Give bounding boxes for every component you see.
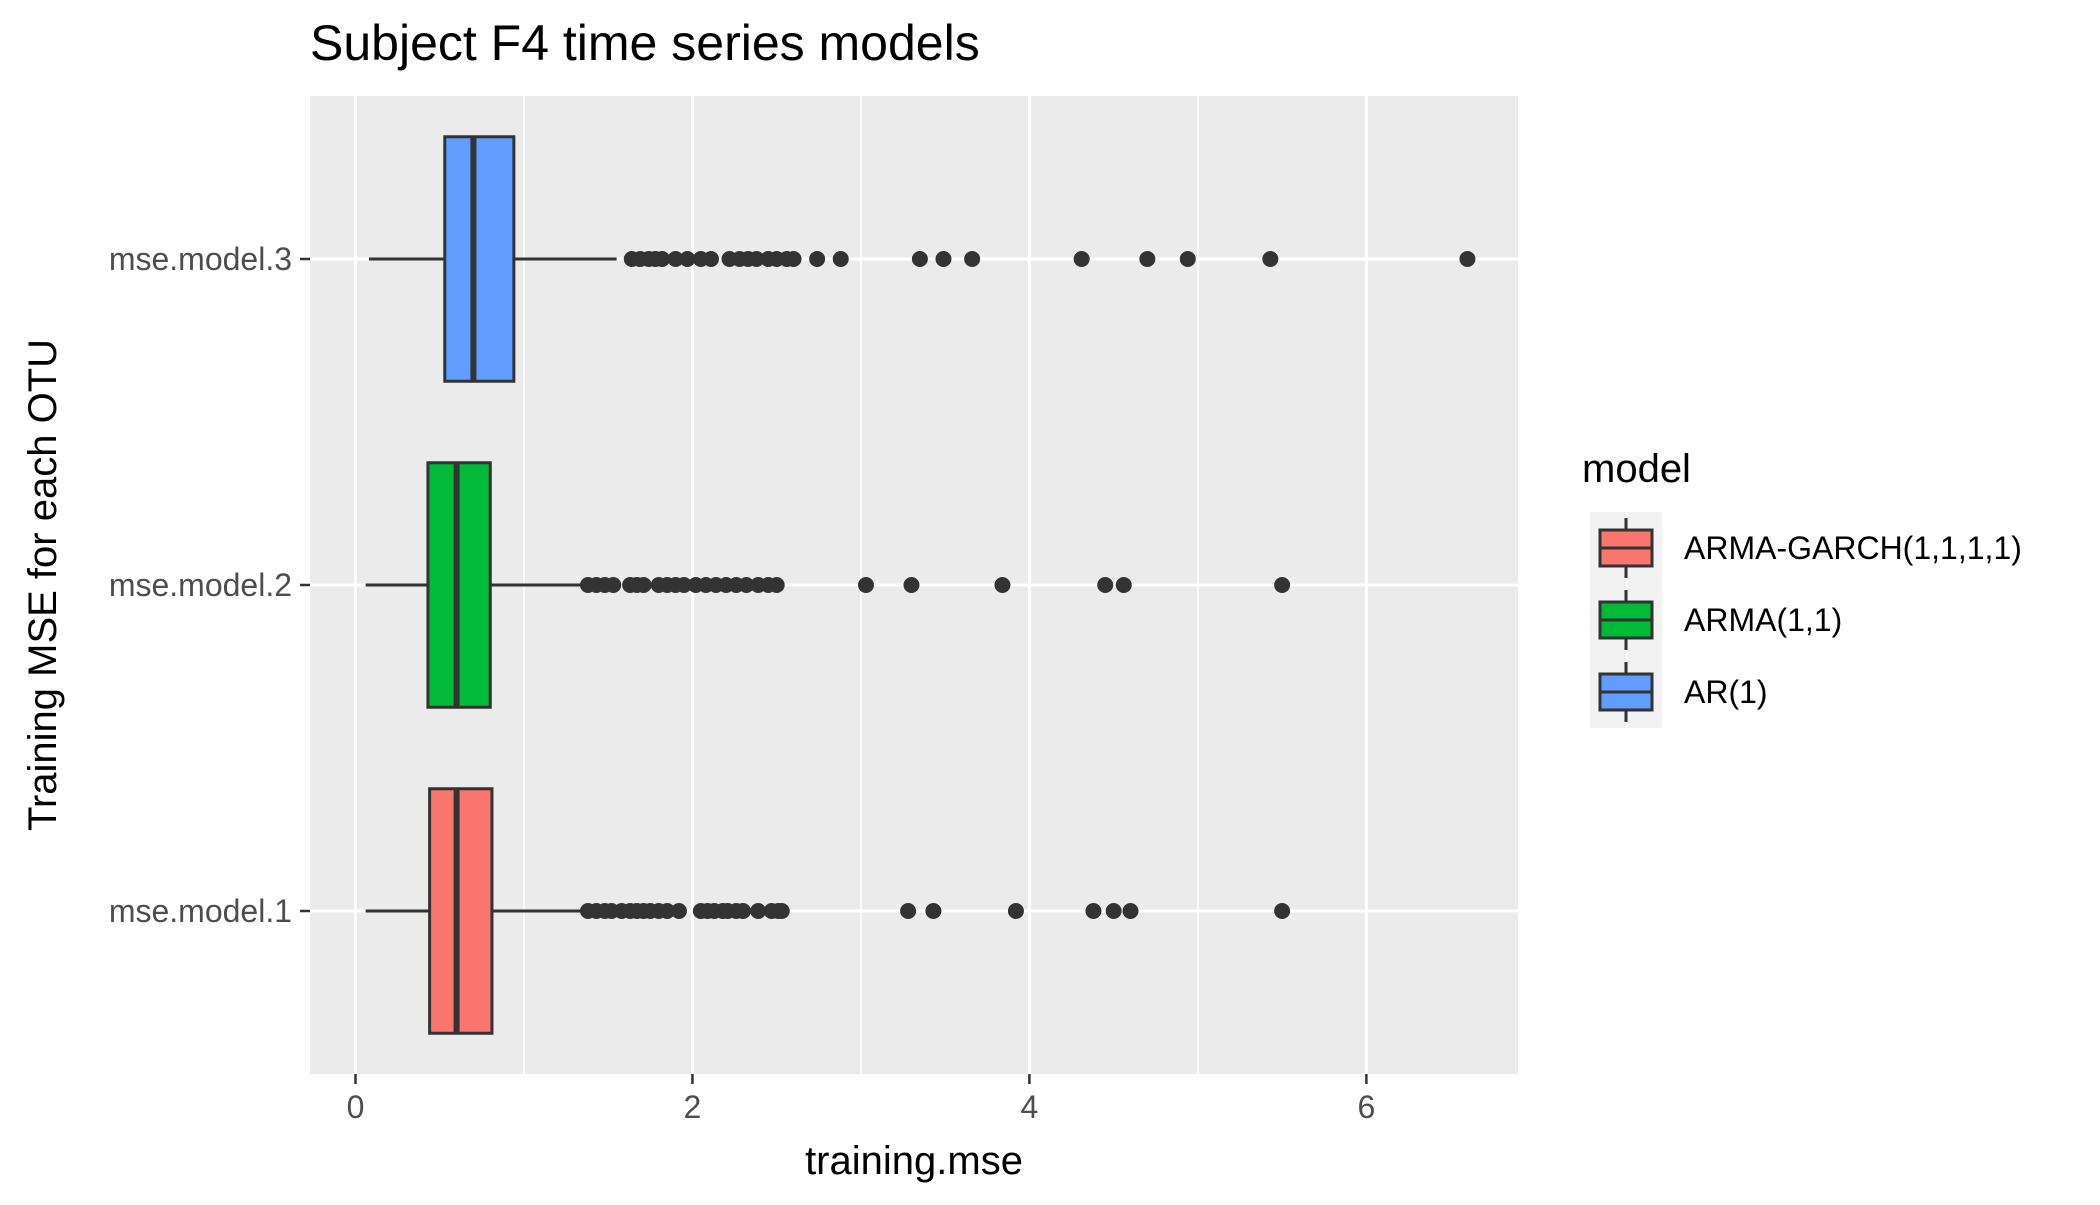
outlier-point [1179, 251, 1196, 267]
outlier-point [676, 577, 693, 593]
legend-label: AR(1) [1684, 674, 1768, 710]
x-tick-label: 2 [684, 1089, 702, 1125]
y-tick-label: mse.model.3 [109, 241, 292, 277]
outlier-point [773, 903, 790, 919]
outlier-point [659, 903, 676, 919]
outlier-point [734, 903, 751, 919]
legend-label: ARMA(1,1) [1684, 602, 1842, 638]
outlier-point [900, 903, 917, 919]
legend-label: ARMA-GARCH(1,1,1,1) [1684, 530, 2022, 566]
outlier-point [679, 251, 696, 267]
outlier-point [785, 251, 802, 267]
outlier-point [1105, 903, 1122, 919]
outlier-point [670, 903, 687, 919]
outlier-point [605, 577, 622, 593]
outlier-point [1073, 251, 1090, 267]
outlier-point [964, 251, 981, 267]
x-axis-title: training.mse [805, 1139, 1023, 1183]
box-mse.model.2 [365, 461, 1291, 709]
outlier-point [768, 577, 785, 593]
outlier-point [748, 251, 765, 267]
outlier-point [994, 577, 1011, 593]
outlier-point [925, 903, 942, 919]
outlier-point [1274, 577, 1291, 593]
boxes [365, 135, 1476, 1035]
outlier-point [702, 251, 719, 267]
outlier-point [809, 251, 826, 267]
chart-title: Subject F4 time series models [310, 15, 980, 71]
outlier-point [1085, 903, 1102, 919]
x-tick-label: 6 [1357, 1089, 1375, 1125]
legend-title: model [1582, 447, 1691, 491]
outlier-point [667, 251, 684, 267]
outlier-point [832, 251, 849, 267]
outlier-point [1262, 251, 1279, 267]
outlier-point [1007, 903, 1024, 919]
box-mse.model.1 [365, 787, 1291, 1035]
x-tick-label: 4 [1021, 1089, 1039, 1125]
x-tick-label: 0 [347, 1089, 365, 1125]
outlier-point [1459, 251, 1476, 267]
legend: model ARMA-GARCH(1,1,1,1) ARMA(1,1) AR(1) [1582, 447, 2022, 728]
box-iqr [428, 787, 494, 1035]
outlier-point [750, 903, 767, 919]
outlier-point [635, 577, 652, 593]
outlier-point [857, 577, 874, 593]
y-tick-label: mse.model.1 [109, 893, 292, 929]
outlier-point [654, 251, 671, 267]
y-tick-label: mse.model.2 [109, 567, 292, 603]
y-axis-title: Training MSE for each OTU [21, 339, 65, 831]
box-mse.model.3 [368, 135, 1476, 383]
outlier-point [738, 577, 755, 593]
outlier-point [1122, 903, 1139, 919]
outlier-point [911, 251, 928, 267]
outlier-point [903, 577, 920, 593]
outlier-point [1139, 251, 1156, 267]
axes: 0 2 4 6 mse.model.1 mse.model.2 mse.model.3 [109, 241, 1375, 1125]
outlier-point [1274, 903, 1291, 919]
box-iqr [443, 135, 516, 383]
outlier-point [935, 251, 952, 267]
outlier-point [1115, 577, 1132, 593]
outlier-point [1097, 577, 1114, 593]
